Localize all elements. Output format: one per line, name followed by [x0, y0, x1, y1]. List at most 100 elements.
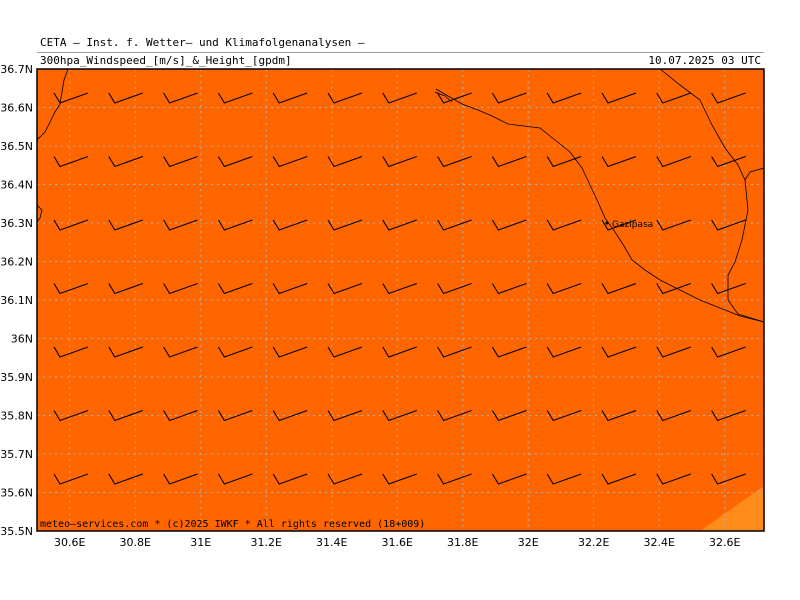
- coastline-west: [37, 69, 69, 141]
- wind-barb: [217, 473, 253, 485]
- lon-tick-label: 32.2E: [578, 536, 609, 549]
- lon-tick-label: 31.6E: [381, 536, 412, 549]
- longitude-ticks: 30.6E 30.8E 31E 31.2E 31.4E 31.6E 31.8E 32E 32.2…: [54, 536, 740, 549]
- city-gazipasa: Gazipasa: [605, 220, 653, 230]
- lat-tick-label: 35.9N: [0, 371, 33, 384]
- wind-barb: [601, 473, 637, 485]
- wind-barb: [546, 473, 582, 485]
- wind-barb: [218, 538, 252, 548]
- wind-barb: [217, 346, 253, 358]
- wind-barb: [217, 282, 253, 295]
- wind-barb: [546, 92, 582, 104]
- wind-barb: [272, 155, 308, 168]
- lat-tick-label: 36.2N: [0, 256, 33, 269]
- wind-barb: [217, 92, 253, 104]
- wind-barb: [711, 282, 746, 295]
- header-separator: [37, 52, 764, 53]
- windspeed-corner-area: [700, 486, 764, 531]
- wind-barb: [491, 219, 527, 231]
- coastline-main: [435, 88, 764, 323]
- wind-barb: [108, 92, 143, 104]
- wind-barb: [327, 219, 363, 231]
- wind-barb: [163, 155, 198, 168]
- wind-barb: [53, 409, 89, 422]
- wind-barb: [108, 155, 143, 168]
- header-title: CETA — Inst. f. Wetter— und Klimafolgena…: [40, 36, 365, 49]
- wind-barb: [656, 346, 691, 358]
- wind-barb: [601, 346, 637, 358]
- lat-tick-label: 36.4N: [0, 179, 33, 192]
- wind-barb: [437, 409, 472, 422]
- wind-barb: [327, 409, 363, 422]
- wind-barb: [656, 155, 691, 168]
- header-datetime: 10.07.2025 03 UTC: [648, 54, 761, 67]
- lon-tick-label: 32.4E: [643, 536, 674, 549]
- wind-barb: [382, 473, 417, 485]
- wind-barb: [217, 219, 253, 231]
- lat-tick-label: 35.5N: [0, 525, 33, 538]
- coastline-west-edge: [37, 204, 43, 223]
- coastline: [37, 69, 764, 323]
- wind-barb: [711, 219, 746, 231]
- lon-tick-label: 31.4E: [316, 536, 347, 549]
- wind-barb: [53, 346, 89, 358]
- lat-tick-label: 35.8N: [0, 410, 33, 423]
- wind-barb: [711, 473, 746, 485]
- wind-barb: [382, 282, 417, 295]
- wind-barb: [711, 409, 746, 422]
- wind-barb: [491, 409, 527, 422]
- lat-tick-label: 35.7N: [0, 448, 33, 461]
- wind-barb: [437, 346, 472, 358]
- wind-barb: [601, 219, 637, 231]
- wind-barb: [711, 92, 746, 104]
- wind-barb: [601, 92, 637, 104]
- wind-barb: [546, 409, 582, 422]
- wind-barb: [711, 346, 746, 358]
- border-line-2: [744, 167, 764, 181]
- wind-barb: [53, 155, 89, 168]
- border-line-1: [659, 69, 764, 323]
- lon-tick-label: 30.8E: [120, 536, 151, 549]
- wind-barb: [656, 409, 691, 422]
- wind-barb: [272, 346, 308, 358]
- wind-barbs: [53, 92, 746, 548]
- lat-tick-label: 36N: [11, 333, 33, 346]
- city-label: Gazipasa: [612, 220, 653, 230]
- wind-barb: [272, 473, 308, 485]
- lat-tick-label: 36.1N: [0, 294, 33, 307]
- wind-barb: [382, 219, 417, 231]
- wind-barb: [53, 473, 89, 485]
- wind-barb: [547, 538, 581, 548]
- map-frame: [36, 68, 765, 532]
- lon-tick-label: 32.6E: [709, 536, 740, 549]
- wind-barb: [437, 92, 472, 104]
- wind-barb: [163, 92, 198, 104]
- latitude-ticks: 36.7N 36.6N 36.5N 36.4N 36.3N 36.2N 36.1N 36N 35…: [0, 63, 33, 538]
- wind-barb: [491, 346, 527, 358]
- lon-tick-label: 32E: [518, 536, 539, 549]
- wind-barb: [437, 219, 472, 231]
- wind-barb: [491, 473, 527, 485]
- wind-barb: [108, 409, 143, 422]
- lat-tick-label: 35.6N: [0, 487, 33, 500]
- lat-tick-label: 36.7N: [0, 63, 33, 76]
- wind-barb: [108, 219, 143, 231]
- lat-tick-label: 36.6N: [0, 102, 33, 115]
- wind-barb: [327, 346, 363, 358]
- wind-barb: [546, 155, 582, 168]
- wind-barb: [217, 155, 253, 168]
- wind-barb: [491, 155, 527, 168]
- wind-barb: [601, 409, 637, 422]
- wind-barb: [656, 473, 691, 485]
- header-field-label: 300hpa_Windspeed_[m/s]_&_Height_[gpdm]: [40, 54, 292, 67]
- map-grid: [37, 69, 764, 531]
- wind-barb: [163, 409, 198, 422]
- lon-tick-label: 30.6E: [54, 536, 85, 549]
- wind-barb: [546, 282, 582, 295]
- lat-tick-label: 36.3N: [0, 217, 33, 230]
- lon-tick-label: 31.2E: [251, 536, 282, 549]
- wind-barb: [327, 473, 363, 485]
- wind-barb: [382, 346, 417, 358]
- wind-barb: [491, 282, 527, 295]
- wind-barb: [53, 282, 89, 295]
